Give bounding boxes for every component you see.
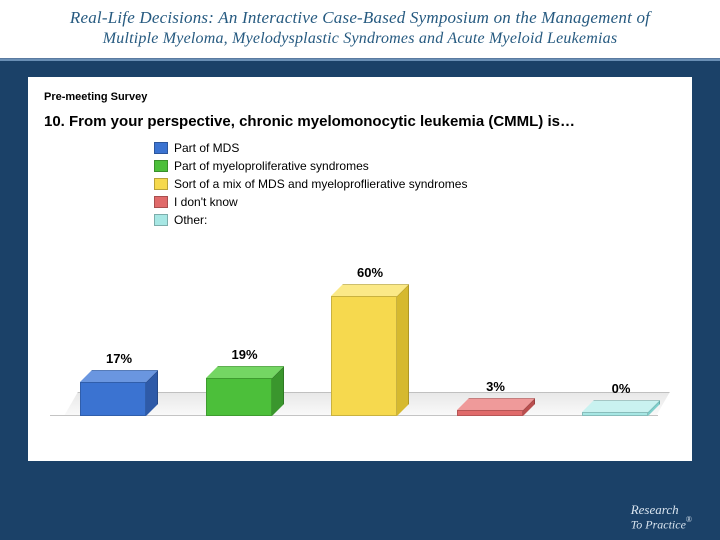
bar-front-face	[582, 412, 648, 416]
footer-line1: Research	[631, 503, 692, 516]
bar-value-label: 3%	[486, 379, 505, 394]
bar-top-face	[331, 284, 409, 296]
legend-label: Sort of a mix of MDS and myeloproflierat…	[174, 177, 467, 191]
legend-swatch	[154, 160, 168, 172]
legend-item: Part of myeloproliferative syndromes	[154, 158, 676, 174]
bar-top-face	[206, 366, 284, 378]
content-panel: Pre-meeting Survey 10. From your perspec…	[28, 77, 692, 461]
footer-line2: To Practice	[631, 517, 686, 531]
bar-chart: 17% 19% 60% 3% 0%	[44, 236, 676, 426]
bar-value-label: 17%	[106, 351, 132, 366]
chart-legend: Part of MDS Part of myeloproliferative sy…	[154, 140, 676, 228]
bar-front-face	[457, 410, 523, 416]
bar-top-face	[80, 370, 158, 382]
bar	[331, 284, 409, 416]
legend-label: Part of myeloproliferative syndromes	[174, 159, 369, 173]
legend-label: Part of MDS	[174, 141, 239, 155]
registered-mark: ®	[686, 515, 692, 524]
bar	[206, 366, 284, 416]
question-text: 10. From your perspective, chronic myelo…	[44, 113, 676, 130]
bar-value-label: 19%	[231, 347, 257, 362]
legend-swatch	[154, 214, 168, 226]
bar-slot: 3%	[451, 379, 541, 416]
bar-front-face	[80, 382, 146, 416]
bar-slot: 17%	[74, 351, 164, 416]
bar-slot: 0%	[576, 381, 666, 416]
bar-front-face	[331, 296, 397, 416]
header-title-line1: Real-Life Decisions: An Interactive Case…	[20, 8, 700, 28]
slide: Real-Life Decisions: An Interactive Case…	[0, 0, 720, 540]
legend-swatch	[154, 142, 168, 154]
legend-swatch	[154, 178, 168, 190]
legend-item: I don't know	[154, 194, 676, 210]
bar-top-face	[582, 400, 660, 412]
bar-front-face	[206, 378, 272, 416]
bar-side-face	[397, 284, 409, 416]
legend-item: Sort of a mix of MDS and myeloproflierat…	[154, 176, 676, 192]
bar-slot: 19%	[200, 347, 290, 416]
bar-slot: 60%	[325, 265, 415, 416]
legend-label: Other:	[174, 213, 207, 227]
header-title-line2: Multiple Myeloma, Myelodysplastic Syndro…	[20, 30, 700, 48]
survey-label: Pre-meeting Survey	[44, 91, 676, 103]
slide-header: Real-Life Decisions: An Interactive Case…	[0, 0, 720, 59]
legend-item: Other:	[154, 212, 676, 228]
footer-logo: Research To Practice®	[631, 503, 692, 532]
bar-value-label: 60%	[357, 265, 383, 280]
bar	[582, 400, 660, 416]
legend-item: Part of MDS	[154, 140, 676, 156]
chart-bars: 17% 19% 60% 3% 0%	[74, 261, 666, 416]
legend-swatch	[154, 196, 168, 208]
bar-value-label: 0%	[612, 381, 631, 396]
bar	[80, 370, 158, 416]
legend-label: I don't know	[174, 195, 238, 209]
spacer	[0, 61, 720, 77]
bar	[457, 398, 535, 416]
bar-top-face	[457, 398, 535, 410]
